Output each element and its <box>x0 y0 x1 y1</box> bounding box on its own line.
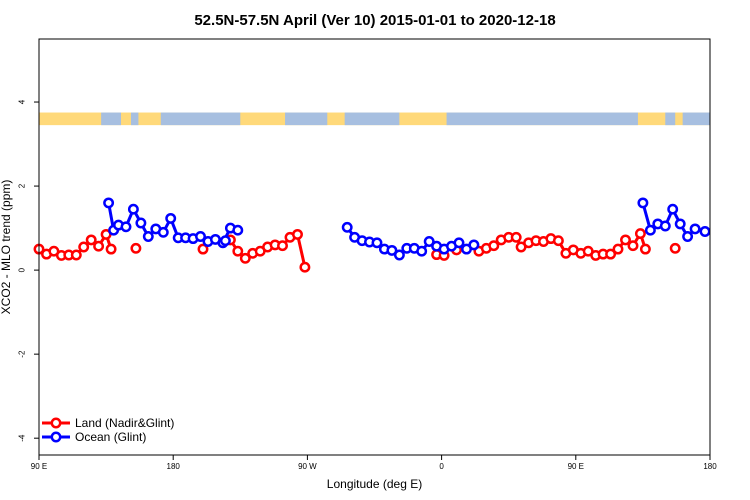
data-point <box>103 197 115 209</box>
x-tick-label: 90 E <box>31 462 47 471</box>
ocean-band-segment <box>344 112 400 126</box>
legend-land-label: Land (Nadir&Glint) <box>75 416 174 430</box>
legend-ocean-label: Ocean (Glint) <box>75 430 146 444</box>
y-tick-label: 4 <box>18 99 27 104</box>
data-point <box>699 226 711 237</box>
data-point <box>659 220 671 232</box>
y-axis-ticks: -4 -2 0 2 4 <box>18 99 39 442</box>
data-point <box>639 243 651 255</box>
ocean-band-segment <box>101 112 122 126</box>
data-point <box>667 203 679 215</box>
ocean-band-segment <box>682 112 710 126</box>
data-point <box>127 203 139 215</box>
x-axis-label: Longitude (deg E) <box>327 477 422 491</box>
ocean-band-segment <box>130 112 139 126</box>
data-point <box>620 234 631 246</box>
data-point <box>393 249 405 261</box>
data-point <box>232 224 244 236</box>
data-point <box>644 224 656 236</box>
data-point <box>371 237 383 249</box>
data-point <box>674 218 686 230</box>
data-point <box>219 235 231 247</box>
data-point <box>93 240 105 252</box>
ocean-band-segment <box>160 112 241 126</box>
plot-frame <box>38 38 711 456</box>
data-point <box>341 221 353 233</box>
land-mask-band <box>39 112 710 126</box>
data-point <box>292 228 303 240</box>
x-tick-label: 180 <box>167 462 181 471</box>
legend-land-marker <box>50 417 62 429</box>
data-point <box>453 237 465 249</box>
ocean-band-segment <box>665 112 676 126</box>
data-point <box>627 240 639 252</box>
series-land <box>33 228 681 273</box>
x-axis-ticks: 90 E 180 90 W 0 90 E 180 <box>31 455 717 471</box>
data-point <box>605 248 617 260</box>
y-tick-label: 0 <box>18 267 27 272</box>
data-point <box>239 252 251 264</box>
data-point <box>386 244 398 256</box>
data-point <box>682 231 694 242</box>
data-point <box>612 243 624 255</box>
data-point <box>135 217 147 229</box>
data-point <box>552 235 564 247</box>
data-point <box>669 242 681 254</box>
y-axis-label: XCO2 - MLO trend (ppm) <box>0 180 13 315</box>
x-tick-label: 180 <box>703 462 717 471</box>
legend: Land (Nadir&Glint) Ocean (Glint) <box>42 416 174 444</box>
data-point <box>195 231 206 242</box>
x-tick-label: 90 E <box>568 462 584 471</box>
series-ocean <box>103 197 711 261</box>
data-point <box>416 245 428 257</box>
data-point <box>70 249 82 261</box>
data-point <box>85 234 97 246</box>
data-point <box>157 226 169 238</box>
data-point <box>277 240 288 252</box>
y-tick-label: -2 <box>18 350 27 358</box>
data-point <box>689 223 701 235</box>
data-point <box>488 240 500 252</box>
y-tick-label: 2 <box>18 183 27 188</box>
x-tick-label: 0 <box>439 462 444 471</box>
data-point <box>120 221 132 233</box>
y-tick-label: -4 <box>18 434 27 442</box>
ocean-band-segment <box>285 112 328 126</box>
data-point <box>634 228 646 240</box>
data-point <box>423 236 435 247</box>
legend-ocean-marker <box>50 431 62 443</box>
data-point <box>637 197 649 209</box>
data-point <box>510 231 522 243</box>
x-tick-label: 90 W <box>298 462 317 471</box>
data-point <box>468 239 480 251</box>
data-point <box>105 243 117 255</box>
data-point <box>142 231 154 242</box>
series-layer <box>33 197 711 273</box>
ocean-band-segment <box>446 112 638 126</box>
data-point <box>130 242 142 254</box>
chart-title: 52.5N-57.5N April (Ver 10) 2015-01-01 to… <box>194 12 555 29</box>
data-point <box>78 241 90 253</box>
data-point <box>299 261 311 273</box>
data-point <box>165 212 177 224</box>
data-point <box>197 243 209 255</box>
data-point <box>232 245 244 257</box>
